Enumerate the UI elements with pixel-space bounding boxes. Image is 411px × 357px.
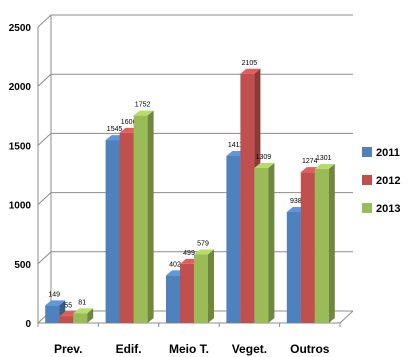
bar-2012 — [300, 172, 315, 323]
bar-2011 — [286, 211, 301, 323]
bar-top-2011 — [45, 300, 66, 306]
bar-2013 — [314, 168, 329, 323]
data-label: 55 — [64, 302, 72, 309]
data-label: 402 — [169, 261, 181, 268]
y-tick-label: 2000 — [9, 82, 32, 93]
y-tick-label: 1000 — [9, 201, 32, 212]
y-tick-label: 2500 — [9, 23, 32, 34]
data-label: 1606 — [121, 119, 137, 126]
legend-label: 2013 — [376, 203, 400, 215]
bar-2011 — [45, 305, 60, 323]
data-label: 579 — [197, 240, 209, 247]
bar-side-2013 — [268, 163, 275, 323]
bar-2011 — [226, 155, 241, 323]
bar-side-2013 — [208, 249, 214, 323]
gridline-depth — [37, 14, 52, 28]
bar-side-2013 — [328, 163, 335, 323]
y-tick-label: 0 — [25, 319, 31, 330]
floor-edge — [339, 310, 354, 324]
bar-top-2012 — [240, 68, 261, 74]
data-label: 1752 — [135, 102, 151, 109]
gridline-depth — [37, 73, 52, 87]
bar-2012 — [59, 316, 74, 323]
legend-label: 2012 — [376, 175, 400, 187]
data-label: 1545 — [107, 126, 123, 133]
y-tick-label: 500 — [14, 260, 31, 271]
x-tick-label: Meio T. — [169, 342, 209, 356]
bar-2011 — [105, 140, 120, 323]
data-label: 1301 — [316, 155, 332, 162]
bar-top-2013 — [194, 249, 214, 255]
data-label: 1274 — [302, 158, 318, 165]
legend-swatch — [362, 147, 372, 157]
data-label: 81 — [78, 299, 86, 306]
bar-2012 — [119, 132, 134, 323]
bar-2011 — [166, 275, 180, 323]
data-label: 1309 — [256, 154, 272, 161]
bar-top-2013 — [314, 163, 335, 169]
bar-2013 — [133, 115, 148, 323]
bar-side-2013 — [87, 308, 94, 323]
data-label: 2105 — [242, 60, 258, 67]
x-tick-label: Outros — [290, 342, 330, 356]
gridline-depth — [37, 192, 52, 205]
bar-2012 — [240, 73, 255, 323]
bar-2013 — [254, 168, 269, 323]
bar-top-2013 — [73, 308, 94, 314]
bar-side-2013 — [147, 110, 154, 323]
x-tick-label: Edif. — [116, 342, 142, 356]
gridline-depth — [37, 251, 52, 265]
data-label: 1411 — [228, 142, 243, 149]
y-tick-label: 1500 — [9, 141, 32, 152]
legend-label: 2011 — [376, 147, 400, 159]
gridline-depth — [37, 133, 52, 146]
legend-swatch — [362, 175, 372, 185]
bar-2013 — [73, 313, 88, 323]
bar-2013 — [194, 254, 208, 323]
bar-2012 — [180, 263, 194, 323]
x-tick-label: Veget. — [232, 342, 267, 356]
legend-swatch — [362, 203, 372, 213]
data-label: 149 — [48, 291, 60, 298]
x-tick-label: Prev. — [54, 342, 82, 356]
bar-top-2013 — [133, 110, 154, 116]
bar-top-2013 — [254, 163, 275, 169]
data-label: 938 — [290, 198, 302, 205]
data-label: 499 — [183, 250, 195, 257]
